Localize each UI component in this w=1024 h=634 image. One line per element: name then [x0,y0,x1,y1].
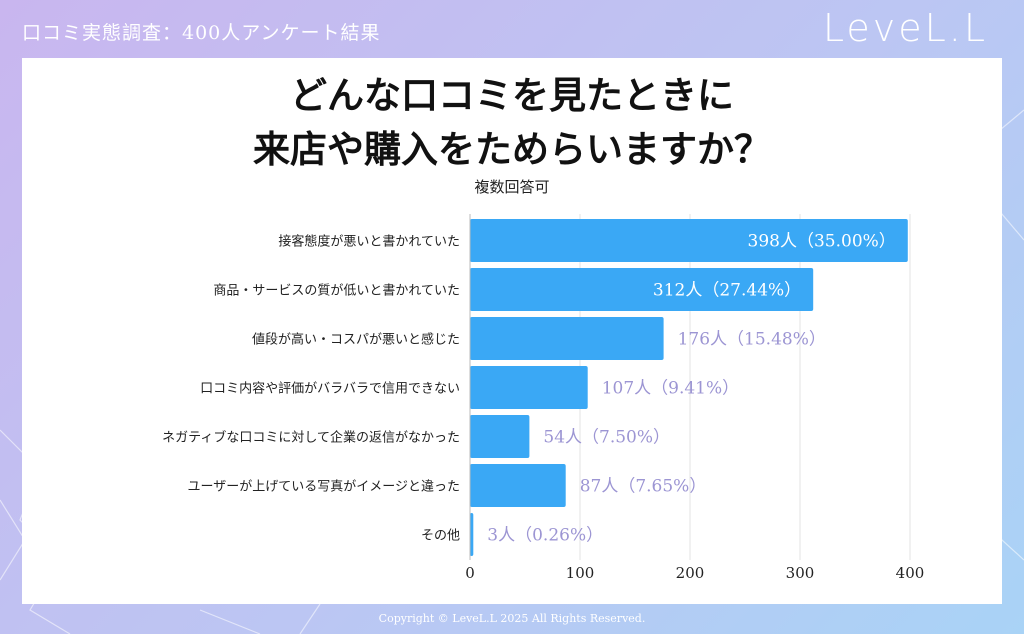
question-line-2: 来店や購入をためらいますか？ [253,127,771,171]
data-label: 87人（7.65%） [580,477,707,497]
answer-note: 複数回答可 [474,178,550,196]
x-tick-label: 300 [786,564,815,582]
category-label: 口コミ内容や評価がバラバラで信用できない [200,381,460,397]
category-label: 商品・サービスの質が低いと書かれていた [213,284,460,299]
category-label: その他 [421,529,460,544]
data-label: 3人（0.26%） [487,526,603,546]
bar [470,513,474,556]
data-label: 398人（35.00%） [748,232,896,252]
category-label: ユーザーが上げている写真がイメージと違った [188,480,460,495]
bar [470,366,588,409]
data-label: 312人（27.44%） [653,281,801,301]
chart-question: どんな口コミを見たときに 来店や購入をためらいますか？ [22,68,1002,176]
bar [470,415,530,458]
x-tick-label: 0 [465,564,475,582]
chart-card: どんな口コミを見たときに 来店や購入をためらいますか？ 複数回答可 0 100 20… [22,58,1002,604]
data-label: 107人（9.41%） [602,379,739,399]
category-label: ネガティブな口コミに対して企業の返信がなかった [162,430,460,446]
page-title: 口コミ実態調査：400人アンケート結果 [22,22,381,44]
bar [470,464,566,507]
bar [470,219,908,262]
bar [470,317,664,360]
data-label: 54人（7.50%） [543,428,670,448]
brand-logo: LeveL.L [822,6,988,50]
copyright-footer: Copyright © LeveL.L 2025 All Rights Rese… [378,612,646,625]
question-line-1: どんな口コミを見たときに [290,73,734,117]
category-label: 値段が高い・コスパが悪いと感じた [252,332,460,348]
x-tick-label: 200 [676,564,705,582]
bar [470,268,814,311]
x-tick-label: 400 [896,564,925,582]
bar-chart: 0 100 200 300 400 接客態度が悪いと書かれていた 398人（35.00%） 商… [162,214,925,582]
category-label: 接客態度が悪いと書かれていた [278,234,460,250]
x-tick-label: 100 [566,564,595,582]
data-label: 176人（15.48%） [678,330,826,350]
